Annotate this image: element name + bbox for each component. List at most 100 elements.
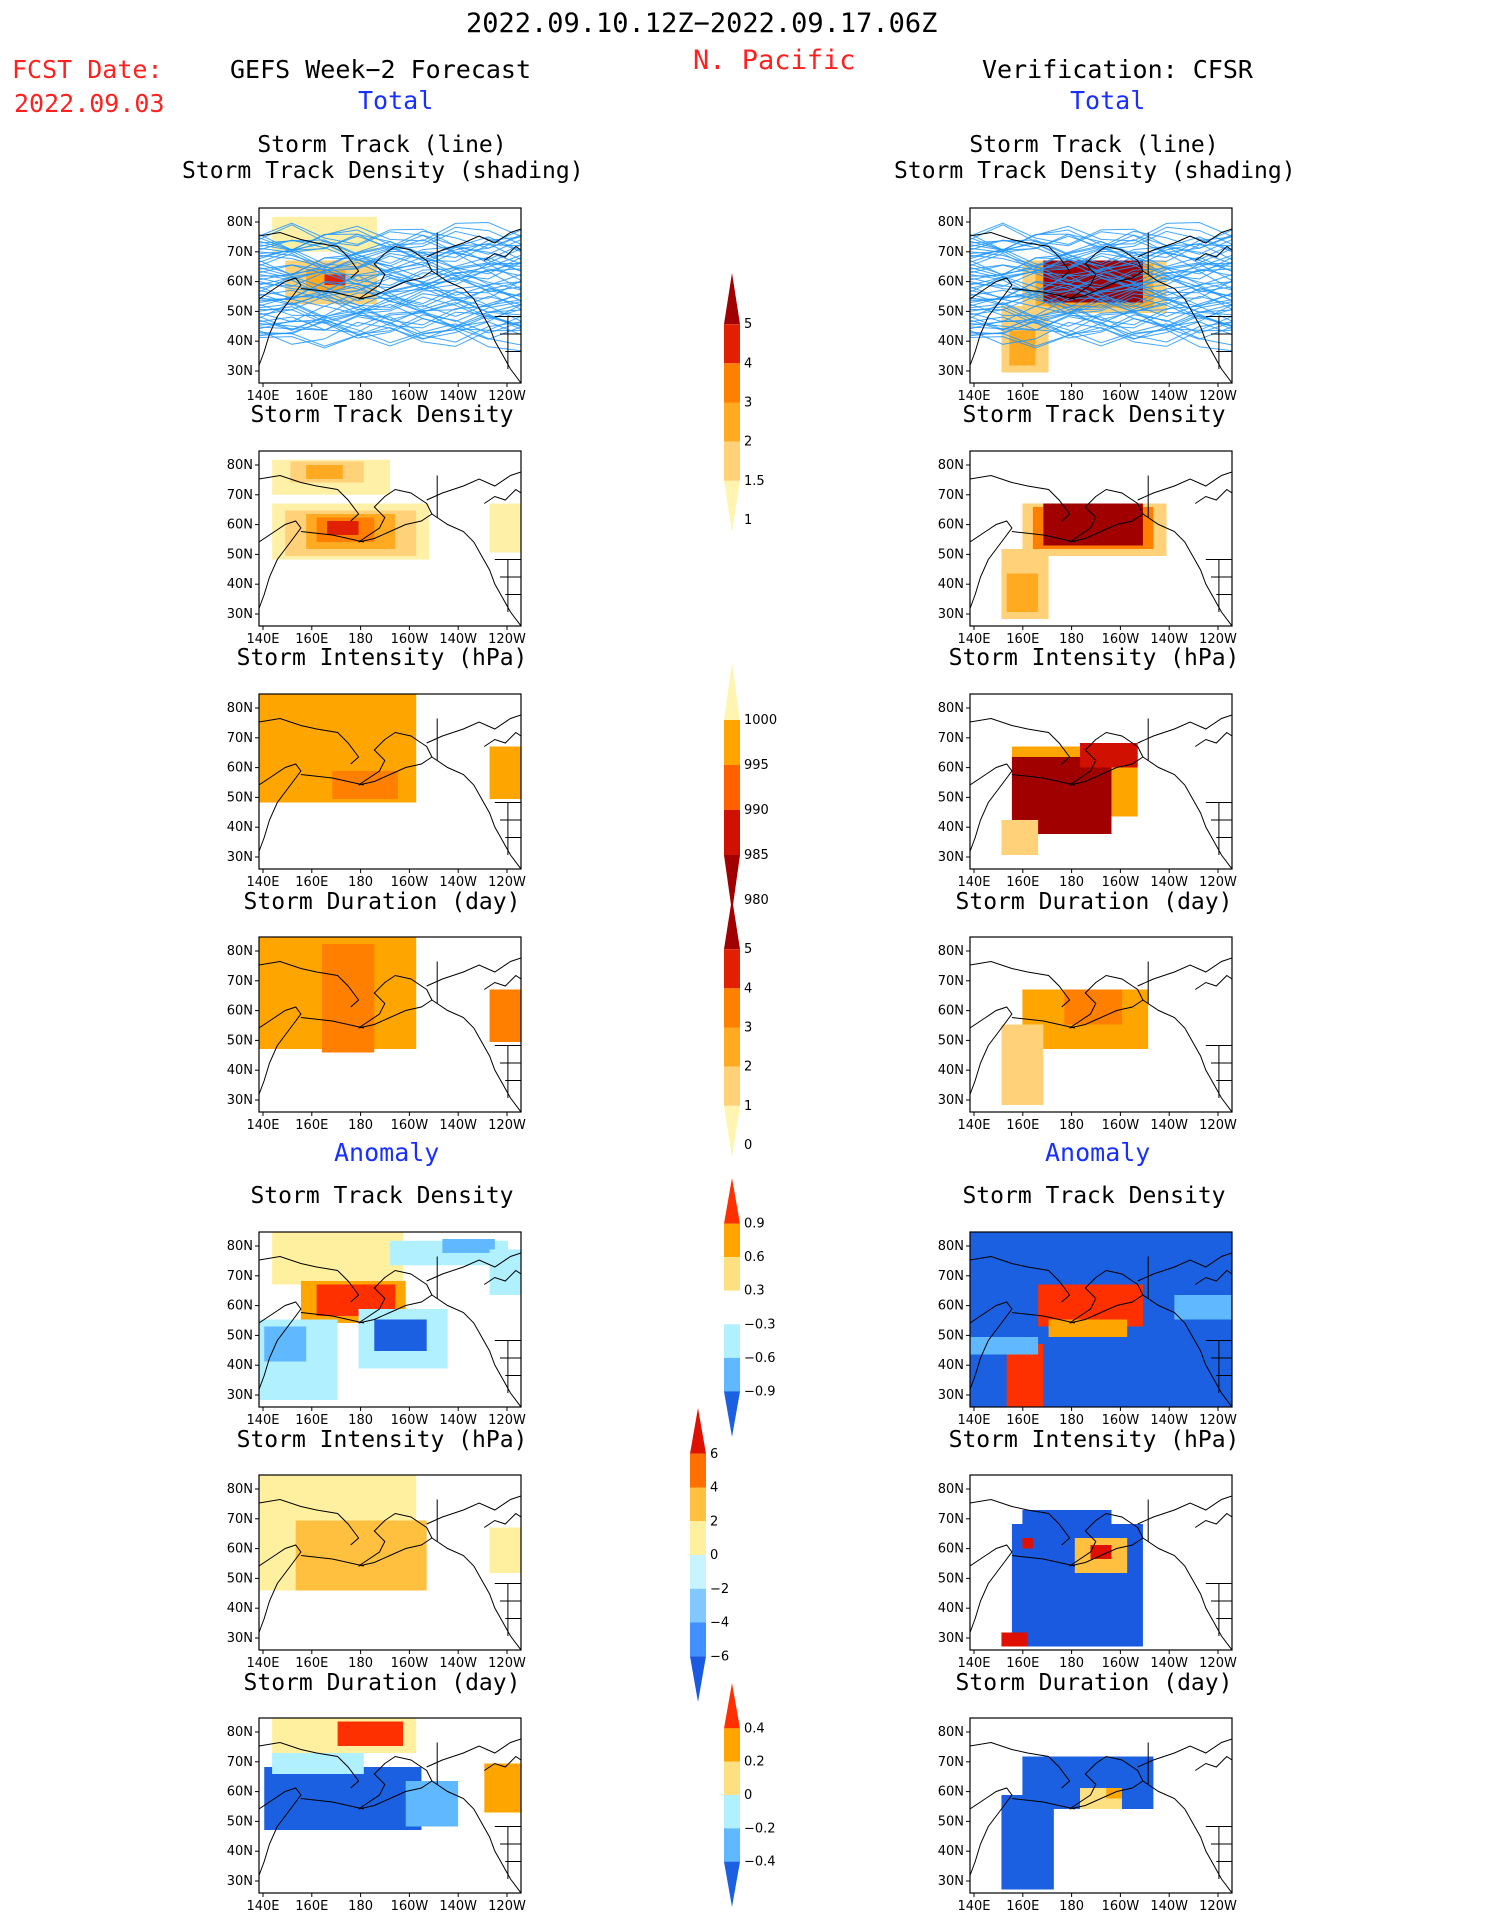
lat-label: 60N bbox=[938, 761, 964, 776]
coastline bbox=[300, 1312, 364, 1324]
coastline bbox=[1205, 1826, 1232, 1879]
shading-cell bbox=[324, 274, 346, 285]
colorbar-tick: 3 bbox=[744, 1021, 752, 1036]
map-duration-anom-verification: 80N 70N 60N 50N 40N 30N 140E 160E 180 160W 140W 120… bbox=[906, 1712, 1244, 1917]
coastline bbox=[1137, 1495, 1232, 1525]
lat-label: 80N bbox=[227, 1482, 253, 1497]
coastline bbox=[426, 228, 521, 258]
lat-label: 30N bbox=[938, 364, 964, 379]
map-intensity-forecast-svg: 80N 70N 60N 50N 40N 30N 140E 160E 180 160W 140W 120… bbox=[227, 693, 526, 890]
map-frame bbox=[258, 693, 522, 870]
coastline bbox=[1142, 1537, 1232, 1650]
colorbar-tick: 6 bbox=[710, 1447, 718, 1462]
storm-track-line bbox=[259, 250, 521, 275]
lon-label: 160E bbox=[1006, 875, 1039, 890]
coastline bbox=[259, 1006, 302, 1095]
panel-title-duration-right: Storm Duration (day) bbox=[955, 889, 1233, 915]
coastline bbox=[1142, 1780, 1232, 1893]
storm-track-line bbox=[259, 261, 521, 290]
colorbar-tick: 0.9 bbox=[744, 1217, 765, 1232]
coastline bbox=[1069, 974, 1144, 1029]
left-total-label: Total bbox=[358, 86, 434, 115]
lat-label: 80N bbox=[938, 1239, 964, 1254]
coastline bbox=[1195, 245, 1232, 261]
coastline bbox=[494, 1045, 521, 1098]
lon-label: 140E bbox=[957, 632, 990, 647]
storm-track-line bbox=[970, 250, 1232, 275]
storm-track-line bbox=[259, 298, 521, 325]
storm-track-line bbox=[970, 242, 1232, 272]
storm-track-line bbox=[970, 234, 1232, 258]
lat-label: 80N bbox=[227, 701, 253, 716]
colorbar-tick: 5 bbox=[744, 942, 752, 957]
lat-label: 40N bbox=[227, 577, 253, 592]
shading-cell bbox=[442, 1239, 495, 1253]
storm-track-line bbox=[259, 277, 521, 302]
lat-label: 50N bbox=[938, 1571, 964, 1586]
map-frame bbox=[969, 1717, 1233, 1894]
right-total-label: Total bbox=[1070, 86, 1146, 115]
coastline bbox=[970, 520, 1013, 609]
lat-label: 30N bbox=[227, 607, 253, 622]
colorbar-tick: 985 bbox=[744, 848, 769, 863]
lat-label: 40N bbox=[227, 334, 253, 349]
storm-track-line bbox=[970, 314, 1232, 345]
panel-title-intensity-anom-right: Storm Intensity (hPa) bbox=[948, 1427, 1240, 1453]
lat-label: 60N bbox=[227, 1785, 253, 1800]
coastline bbox=[1142, 513, 1232, 626]
colorbar-segment bbox=[724, 480, 740, 532]
lon-label: 180 bbox=[1059, 389, 1084, 404]
map-density-anom-verification: 80N 70N 60N 50N 40N 30N 140E 160E 180 160W 140W 120… bbox=[906, 1226, 1244, 1431]
storm-track-line bbox=[970, 244, 1232, 268]
lat-label: 30N bbox=[227, 1093, 253, 1108]
coastline bbox=[1142, 999, 1232, 1112]
colorbar-tick: −0.9 bbox=[744, 1384, 776, 1399]
lon-label: 160E bbox=[1006, 389, 1039, 404]
lon-label: 160W bbox=[1102, 1413, 1140, 1428]
map-track-verification-svg: 80N 70N 60N 50N 40N 30N 140E 160E 180 160W 140W 120… bbox=[938, 207, 1237, 404]
map-frame bbox=[258, 1474, 522, 1651]
panel-title-intensity-anom-left: Storm Intensity (hPa) bbox=[236, 1427, 528, 1453]
lat-label: 70N bbox=[227, 1269, 253, 1284]
lon-label: 160E bbox=[1006, 1899, 1039, 1914]
coastline bbox=[494, 559, 521, 612]
colorbar-segment bbox=[690, 1555, 706, 1589]
lon-label: 180 bbox=[1059, 1656, 1084, 1671]
colorbar-segment bbox=[724, 363, 740, 403]
coastline bbox=[431, 1294, 521, 1407]
lat-label: 40N bbox=[938, 334, 964, 349]
lat-label: 30N bbox=[227, 1631, 253, 1646]
storm-track-line bbox=[970, 296, 1232, 320]
lon-label: 140W bbox=[1150, 875, 1188, 890]
storm-track-line bbox=[259, 326, 521, 349]
lon-label: 120W bbox=[488, 1899, 526, 1914]
coastline bbox=[494, 1826, 521, 1879]
colorbar-tick: 0.4 bbox=[744, 1721, 765, 1736]
lon-label: 180 bbox=[348, 389, 373, 404]
storm-track-line bbox=[259, 277, 521, 302]
shading-cell bbox=[1022, 1538, 1033, 1549]
colorbar-tick: 1000 bbox=[744, 713, 777, 728]
lat-label: 40N bbox=[938, 577, 964, 592]
storm-track-line bbox=[259, 224, 521, 253]
coastline bbox=[259, 231, 360, 279]
coastline bbox=[426, 471, 521, 501]
lon-label: 160W bbox=[1102, 389, 1140, 404]
storm-track-line bbox=[259, 321, 521, 352]
coastline bbox=[431, 1537, 521, 1650]
shading-cell bbox=[1001, 820, 1039, 855]
shading-cell bbox=[405, 1781, 459, 1827]
shading-cell bbox=[1090, 1545, 1112, 1559]
lon-label: 160E bbox=[295, 1656, 328, 1671]
colorbar-tick: 4 bbox=[744, 356, 752, 371]
coastline bbox=[300, 288, 364, 300]
coastline bbox=[431, 756, 521, 869]
lat-label: 80N bbox=[227, 215, 253, 230]
colorbar-tick: 0 bbox=[744, 1788, 752, 1803]
lat-label: 70N bbox=[227, 1512, 253, 1527]
map-duration-forecast-svg: 80N 70N 60N 50N 40N 30N 140E 160E 180 160W 140W 120… bbox=[227, 936, 526, 1133]
map-frame bbox=[969, 936, 1233, 1113]
lat-label: 80N bbox=[227, 944, 253, 959]
storm-track-line bbox=[259, 301, 521, 331]
map-frame bbox=[258, 450, 522, 627]
